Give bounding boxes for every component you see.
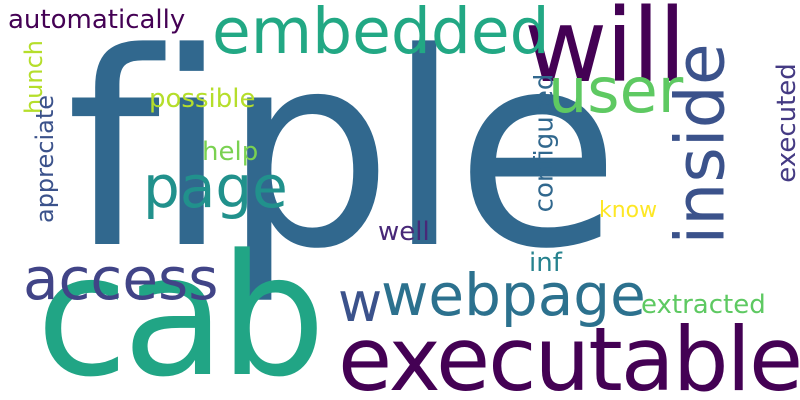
word-fiple: fiple [66, 0, 620, 308]
word-extracted: extracted [641, 290, 766, 320]
word-executed: executed [771, 63, 800, 183]
word-embedded: embedded [212, 0, 550, 68]
word-possible: possible [149, 84, 256, 114]
word-appreciate: appreciate [31, 94, 60, 224]
word-know: know [599, 198, 658, 223]
word-help: help [202, 137, 259, 167]
word-will: will [524, 0, 686, 106]
word-inf: inf [529, 248, 562, 278]
word-cab: cab [36, 218, 326, 400]
word-well: well [378, 217, 430, 247]
word-automatically: automatically [8, 5, 186, 35]
word-w: w [338, 271, 383, 334]
word-access: access [23, 245, 219, 313]
word-executable: executable [338, 308, 800, 400]
word-page: page [143, 153, 288, 221]
word-webpage: webpage [381, 261, 646, 329]
word-user: user [548, 54, 684, 127]
word-configured: configured [529, 73, 560, 213]
